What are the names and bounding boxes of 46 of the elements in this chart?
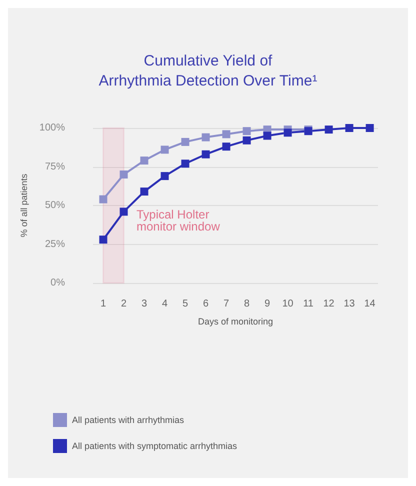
point <box>99 195 108 204</box>
point <box>222 130 230 138</box>
point <box>263 132 272 140</box>
band-label: Typical Holter monitor window <box>136 208 220 234</box>
point <box>181 160 190 168</box>
point <box>140 188 148 196</box>
point <box>160 146 169 154</box>
point <box>366 124 374 132</box>
y-tick-label: 25% <box>44 238 66 250</box>
point <box>324 126 333 134</box>
y-tick-label: 50% <box>44 200 66 211</box>
x-tick-label: 12 <box>323 298 335 310</box>
legend-label: All patients with symptomatic arrhythmias <box>72 441 238 451</box>
y-tick-label: 75% <box>44 161 66 172</box>
x-tick-label: 2 <box>120 298 127 310</box>
point <box>242 127 251 136</box>
x-tick-label: 10 <box>282 298 294 310</box>
point <box>120 208 128 216</box>
point <box>181 138 190 146</box>
point <box>242 136 251 144</box>
x-tick-label: 3 <box>141 298 148 310</box>
point <box>202 133 210 142</box>
y-tick-label: 0% <box>50 278 66 288</box>
x-tick-label: 5 <box>182 298 188 310</box>
x-tick-label: 4 <box>162 298 168 310</box>
x-tick-label: 1 <box>100 298 106 310</box>
point <box>202 150 210 158</box>
point <box>222 142 230 151</box>
y-tick-label: 100% <box>39 122 66 134</box>
point <box>140 156 148 165</box>
x-tick-label: 6 <box>202 298 209 310</box>
point <box>99 236 108 244</box>
y-axis-title: % of all patients <box>19 173 30 238</box>
chart-title: Cumulative Yield of Arrhythmia Detection Over Time¹ <box>98 52 318 90</box>
x-tick-label: 14 <box>364 298 376 310</box>
x-axis-title: Days of monitoring <box>198 316 274 326</box>
point <box>160 172 169 180</box>
x-tick-label: 13 <box>344 298 356 310</box>
x-tick-label: 8 <box>244 298 250 310</box>
point <box>120 170 128 178</box>
x-tick-label: 7 <box>223 298 230 310</box>
point <box>284 128 292 137</box>
x-tick-label: 9 <box>264 298 270 310</box>
point <box>345 124 354 132</box>
x-tick-label: 11 <box>303 298 314 310</box>
legend-label: All patients with arrhythmias <box>72 415 185 425</box>
